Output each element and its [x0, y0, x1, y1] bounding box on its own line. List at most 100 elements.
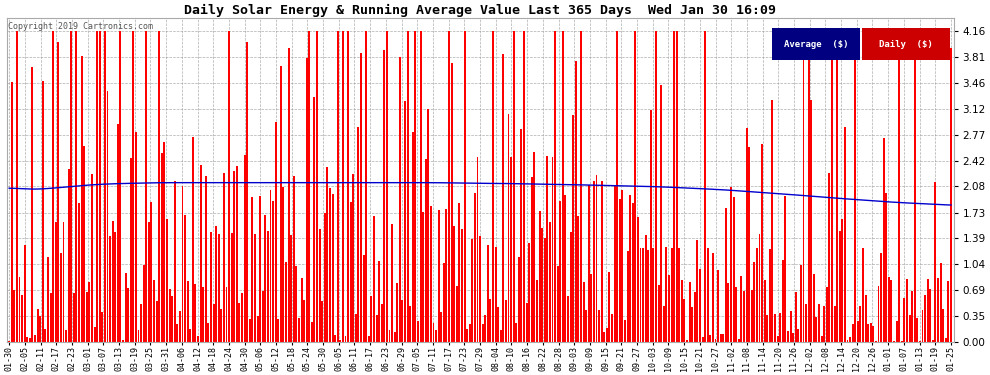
Bar [474, 194, 476, 342]
Bar [205, 176, 207, 342]
Bar [248, 320, 250, 342]
Bar [924, 295, 926, 342]
Bar [857, 321, 858, 342]
Bar [314, 96, 316, 342]
Bar [502, 54, 504, 342]
Bar [707, 249, 709, 342]
Bar [655, 31, 657, 342]
Bar [567, 296, 569, 342]
Bar [200, 165, 202, 342]
Bar [837, 31, 839, 342]
Bar [24, 245, 26, 342]
Bar [678, 249, 680, 342]
Bar [352, 174, 354, 342]
Bar [606, 328, 608, 342]
Bar [753, 262, 755, 342]
Bar [564, 195, 566, 342]
Bar [893, 340, 895, 342]
Bar [40, 316, 42, 342]
Bar [930, 289, 932, 342]
Bar [141, 304, 143, 342]
Bar [316, 31, 318, 342]
Bar [247, 42, 248, 342]
Bar [163, 142, 165, 342]
Bar [859, 306, 861, 342]
Bar [148, 222, 149, 342]
Bar [468, 324, 470, 342]
Bar [50, 293, 51, 342]
Bar [694, 292, 696, 342]
Bar [542, 228, 544, 342]
Bar [548, 222, 550, 342]
Bar [766, 315, 768, 342]
Bar [8, 341, 10, 342]
Bar [911, 291, 913, 342]
Bar [166, 219, 168, 342]
Bar [135, 132, 137, 342]
Bar [808, 41, 810, 342]
Bar [104, 31, 106, 342]
Bar [450, 63, 452, 342]
Bar [875, 341, 877, 342]
Bar [32, 67, 34, 342]
Bar [171, 296, 173, 342]
Bar [213, 304, 215, 342]
Bar [508, 114, 510, 342]
Bar [409, 306, 411, 342]
Bar [624, 320, 626, 342]
Bar [864, 295, 866, 342]
Bar [569, 232, 571, 342]
Bar [417, 321, 419, 342]
Bar [630, 195, 631, 342]
Text: Daily  ($): Daily ($) [879, 40, 933, 49]
Bar [256, 316, 258, 342]
Bar [728, 283, 730, 342]
Bar [518, 257, 520, 342]
Bar [261, 291, 263, 342]
Bar [391, 225, 393, 342]
Bar [704, 31, 706, 342]
Bar [254, 234, 256, 342]
Bar [484, 315, 486, 342]
Bar [407, 31, 409, 342]
Bar [197, 336, 199, 342]
Bar [932, 340, 934, 342]
Bar [223, 173, 225, 342]
Bar [340, 340, 342, 342]
Bar [829, 173, 831, 342]
Bar [378, 261, 380, 342]
Bar [174, 181, 175, 342]
Bar [91, 174, 93, 342]
Bar [86, 292, 88, 342]
Bar [489, 298, 491, 342]
Bar [67, 169, 69, 342]
Bar [846, 340, 848, 342]
Bar [155, 301, 157, 342]
Bar [810, 100, 812, 342]
Bar [513, 31, 515, 342]
Bar [585, 310, 587, 342]
Bar [782, 260, 784, 342]
Bar [526, 303, 528, 342]
Bar [303, 300, 305, 342]
Bar [712, 252, 714, 342]
Bar [487, 245, 489, 342]
Bar [357, 127, 359, 342]
Bar [627, 251, 629, 342]
Bar [295, 266, 297, 342]
Bar [554, 31, 556, 342]
Bar [443, 263, 445, 342]
Bar [944, 338, 946, 342]
Bar [218, 234, 220, 342]
Bar [433, 324, 435, 342]
Bar [298, 318, 300, 342]
Bar [354, 314, 356, 342]
Bar [29, 338, 31, 342]
Bar [277, 320, 279, 342]
Bar [950, 48, 952, 342]
Bar [179, 311, 181, 342]
Bar [453, 226, 455, 342]
Bar [790, 311, 792, 342]
Bar [534, 153, 536, 342]
Bar [575, 61, 577, 342]
